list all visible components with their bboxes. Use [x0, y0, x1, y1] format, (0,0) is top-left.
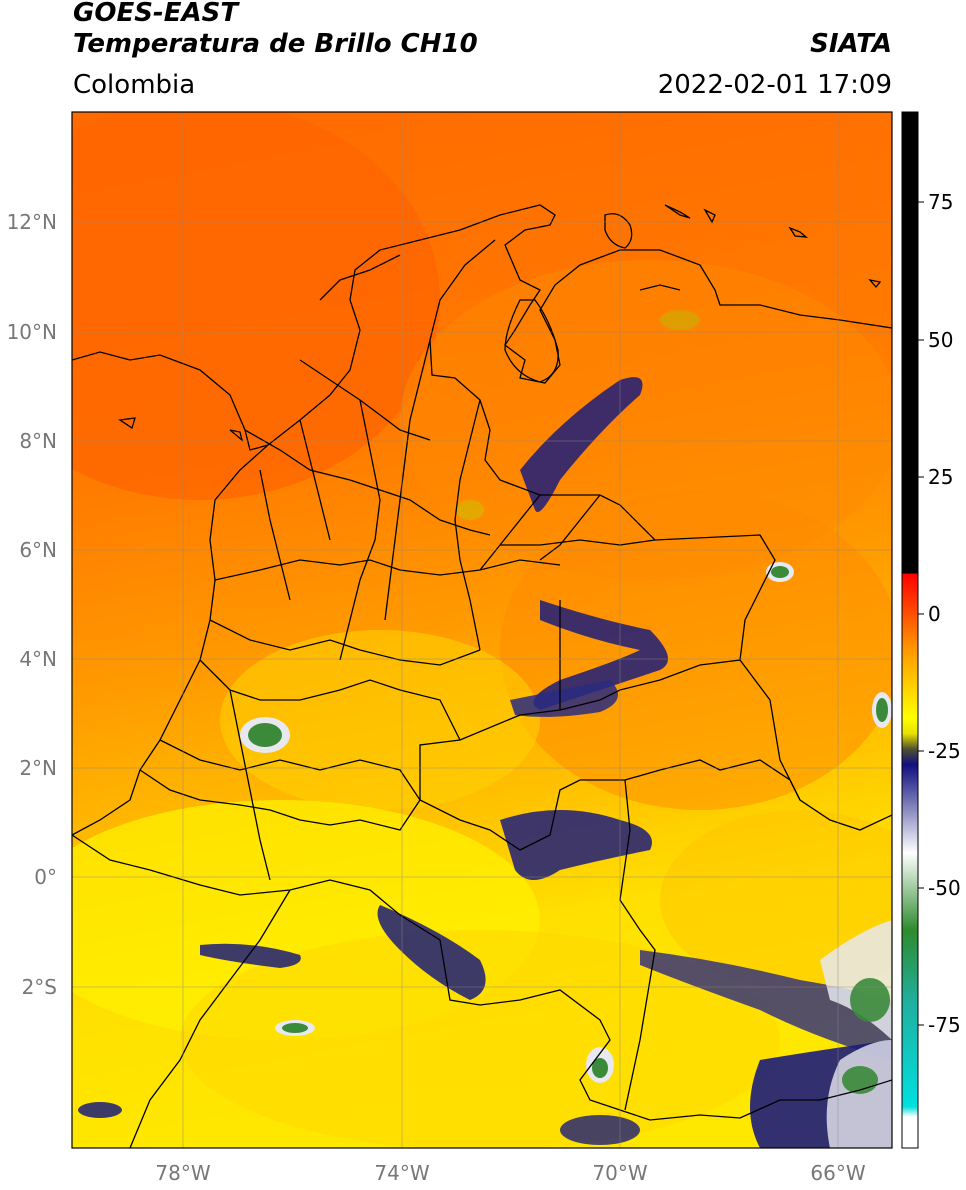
colorbar: 75 50 25 0 -25 -50 -75	[901, 111, 961, 1149]
lon-label: 66°W	[810, 1161, 865, 1185]
lat-label: 8°N	[19, 429, 57, 453]
latitude-labels: 12°N 10°N 8°N 6°N 4°N 2°N 0° 2°S	[7, 210, 57, 999]
lat-label: 2°N	[19, 756, 57, 780]
longitude-labels: 78°W 74°W 70°W 66°W	[155, 1161, 865, 1185]
lat-label: 10°N	[7, 320, 57, 344]
lon-label: 74°W	[374, 1161, 429, 1185]
datetime-label: 2022-02-01 17:09	[657, 70, 892, 100]
lon-label: 70°W	[592, 1161, 647, 1185]
lat-label: 0°	[34, 865, 57, 889]
lat-label: 4°N	[19, 647, 57, 671]
colorbar-label: -25	[928, 739, 961, 763]
colorbar-label: 25	[928, 465, 953, 489]
cold-cloud-tops	[78, 310, 892, 1148]
border-lines	[72, 204, 892, 1148]
region-label: Colombia	[73, 70, 196, 100]
lat-label: 2°S	[22, 975, 57, 999]
colorbar-label: 0	[928, 602, 941, 626]
colorbar-label: 50	[928, 328, 953, 352]
lat-lon-grid	[72, 112, 892, 1148]
brand-label: SIATA	[810, 29, 892, 59]
colorbar-ticks	[918, 201, 924, 1026]
colorbar-strip	[901, 111, 919, 1149]
title-line-1: GOES-EAST	[73, 0, 239, 28]
colorbar-label: -75	[928, 1013, 961, 1037]
satellite-imagery	[72, 112, 892, 1148]
lon-label: 78°W	[155, 1161, 210, 1185]
title-line-2: Temperatura de Brillo CH10	[73, 29, 478, 59]
colorbar-label: 75	[928, 190, 953, 214]
colorbar-label: -50	[928, 876, 961, 900]
lat-label: 6°N	[19, 538, 57, 562]
lat-label: 12°N	[7, 210, 57, 234]
map-frame	[71, 111, 893, 1149]
